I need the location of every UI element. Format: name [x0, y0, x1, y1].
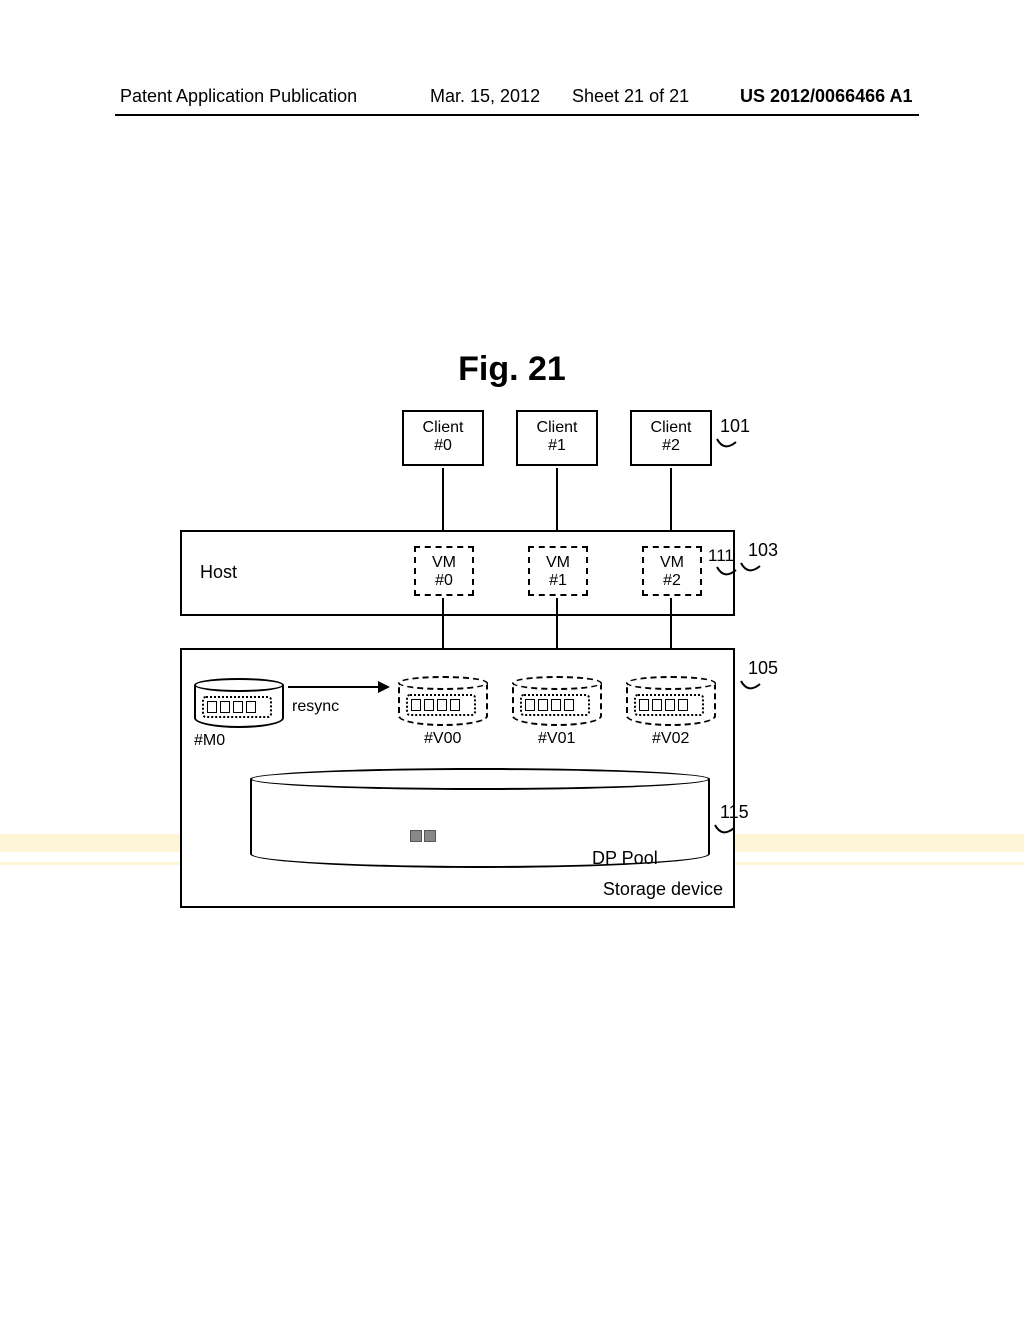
publication-date: Mar. 15, 2012	[430, 86, 540, 107]
vm-2: VM #2	[642, 546, 702, 596]
sheet-number: Sheet 21 of 21	[572, 86, 689, 107]
vm-label: VM	[416, 554, 472, 572]
resync-label: resync	[292, 698, 339, 716]
ref-103: 103	[748, 540, 778, 561]
client-box-2: Client #2	[630, 410, 712, 466]
ref-101: 101	[720, 416, 750, 437]
client-id: #0	[404, 437, 482, 455]
pool-blocks-icon	[410, 830, 436, 842]
vm-id: #0	[416, 572, 472, 590]
client-label: Client	[404, 419, 482, 437]
image-strip	[406, 694, 476, 716]
ref-111: 111	[708, 546, 734, 566]
virtual-volume-v02	[626, 676, 716, 726]
vm-id: #2	[644, 572, 700, 590]
v01-label: #V01	[538, 730, 575, 748]
image-strip	[634, 694, 704, 716]
vm-label: VM	[644, 554, 700, 572]
publication-type: Patent Application Publication	[120, 86, 357, 107]
virtual-volume-v00	[398, 676, 488, 726]
ref-115: 115	[720, 802, 749, 823]
vm-id: #1	[530, 572, 586, 590]
client-box-1: Client #1	[516, 410, 598, 466]
image-strip	[202, 696, 272, 718]
ref-tick-icon	[740, 680, 758, 692]
vm-label: VM	[530, 554, 586, 572]
ref-tick-icon	[714, 824, 732, 836]
figure-diagram: Client #0 Client #1 Client #2 101 Host V…	[180, 410, 820, 940]
v02-label: #V02	[652, 730, 689, 748]
ref-105: 105	[748, 658, 778, 679]
client-id: #2	[632, 437, 710, 455]
vm-1: VM #1	[528, 546, 588, 596]
storage-device-label: Storage device	[603, 879, 723, 900]
publication-number: US 2012/0066466 A1	[740, 86, 912, 107]
resync-arrow	[288, 686, 388, 688]
figure-title: Fig. 21	[0, 350, 1024, 389]
client-box-0: Client #0	[402, 410, 484, 466]
ref-tick-icon	[716, 438, 734, 450]
header-rule	[115, 114, 919, 116]
v00-label: #V00	[424, 730, 461, 748]
master-volume-m0	[194, 678, 284, 728]
vm-0: VM #0	[414, 546, 474, 596]
image-strip	[520, 694, 590, 716]
virtual-volume-v01	[512, 676, 602, 726]
host-label: Host	[200, 562, 237, 583]
client-label: Client	[518, 419, 596, 437]
client-id: #1	[518, 437, 596, 455]
client-label: Client	[632, 419, 710, 437]
m0-label: #M0	[194, 732, 225, 750]
ref-tick-icon	[740, 562, 758, 574]
dp-pool-label: DP Pool	[592, 848, 658, 869]
ref-tick-icon	[716, 566, 734, 578]
page: { "header": { "pub_type": "Patent Applic…	[0, 0, 1024, 1320]
